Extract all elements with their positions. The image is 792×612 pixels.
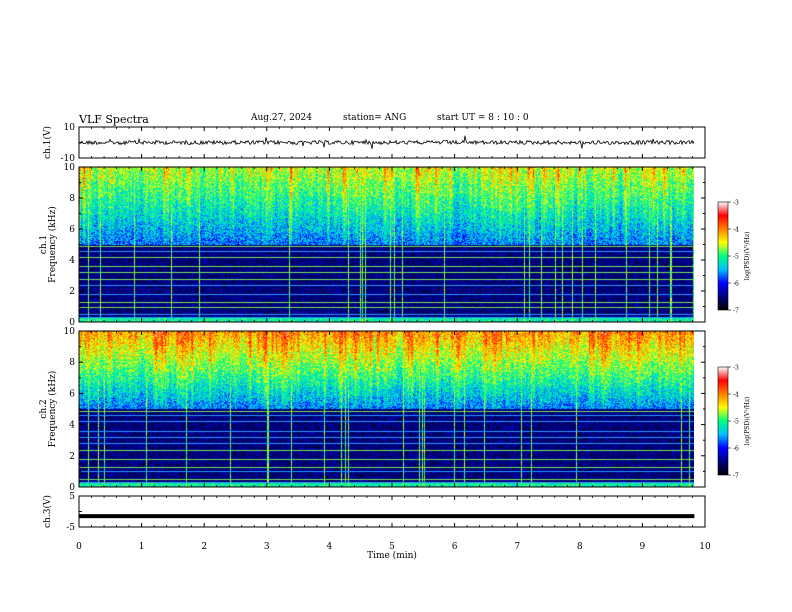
ch1-waveform-ylabel: ch.1(V) (42, 126, 53, 159)
time-tick-label: 5 (389, 542, 395, 552)
ch2-colorbar-tick-label: -7 (733, 473, 739, 480)
ch2-spectrogram-ylabel: Frequency (kHz) (47, 371, 58, 448)
ch2-colorbar-tick-label: -3 (733, 365, 739, 372)
ch1-colorbar-tick-label: -3 (733, 200, 739, 207)
ch1-spectrogram-ytick-label: 2 (69, 287, 75, 297)
ch2-spectrogram-ylabel: ch.2 (39, 399, 49, 418)
ch2-spectrogram-ytick-label: 0 (69, 483, 75, 493)
ch1-colorbar-tick-label: -5 (733, 254, 739, 261)
ch1-spectrogram-ylabel: Frequency (kHz) (47, 206, 58, 283)
ch2-colorbar: -3 -4 -5 -6 -7 log(PSD)(V²/Hz) (717, 365, 751, 480)
ch1-spectrogram-ytick-label: 6 (69, 225, 75, 235)
ch2-colorbar-tick-label: -5 (733, 419, 739, 426)
ch1-colorbar-bar (717, 201, 729, 311)
time-axis: 0 1 2 3 4 5 6 7 8 9 10 Time (min) (76, 542, 711, 561)
ch2-spectrogram-ytick-label: 4 (69, 421, 75, 431)
ch1-spectrogram-ytick-label: 0 (69, 318, 75, 328)
time-tick-label: 4 (327, 542, 333, 552)
time-tick-label: 0 (76, 542, 82, 552)
ch1-colorbar: -3 -4 -5 -6 -7 log(PSD)(V²/Hz) (717, 200, 751, 315)
ch2-spectrogram-ytick-label: 10 (64, 327, 76, 337)
time-tick-label: 10 (699, 542, 711, 552)
ch1-colorbar-label: log(PSD)(V²/Hz) (744, 232, 751, 281)
ch1-waveform-ytick-label: 10 (64, 123, 76, 133)
time-tick-label: 3 (264, 542, 270, 552)
date-label: Aug.27, 2024 (251, 113, 312, 123)
ch1-spectrogram-ytick-label: 4 (69, 256, 75, 266)
ch1-waveform-trace (78, 135, 695, 149)
ch1-waveform-ytick-label: -10 (61, 154, 76, 164)
ch1-spectrogram-heatmap (79, 167, 694, 322)
start-time-label: start UT = 8 : 10 : 0 (437, 113, 529, 123)
time-tick-label: 8 (577, 542, 583, 552)
ch3-waveform-ylabel: ch.3(V) (42, 495, 53, 528)
ch2-spectrogram-ytick-label: 8 (69, 358, 75, 368)
ch3-waveform-panel: 5 -5 ch.3(V) (42, 492, 706, 533)
ch1-colorbar-tick-label: -4 (733, 227, 739, 234)
ch2-spectrogram-heatmap (79, 331, 694, 487)
time-tick-label: 7 (514, 542, 520, 552)
time-tick-label: 9 (640, 542, 646, 552)
ch3-waveform-ytick-label: 5 (69, 492, 75, 502)
ch1-colorbar-tick-label: -6 (733, 281, 739, 288)
time-tick-label: 1 (139, 542, 145, 552)
ch1-spectrogram-ylabel: ch.1 (39, 235, 49, 254)
ch1-spectrogram-ytick-label: 10 (64, 163, 76, 173)
figure-title: VLF Spectra (79, 113, 149, 126)
ch1-spectrogram-ytick-label: 8 (69, 194, 75, 204)
time-axis-label: Time (min) (367, 550, 417, 561)
ch3-waveform-frame (78, 495, 706, 528)
ch2-spectrogram-panel: 0 2 4 6 8 10 ch.2 Frequency (kHz) (39, 327, 706, 493)
ch2-spectrogram-ytick-label: 6 (69, 389, 75, 399)
station-label: station= ANG (343, 113, 407, 123)
ch3-waveform-ytick-label: -5 (66, 523, 75, 533)
ch3-waveform-trace (79, 514, 695, 519)
ch2-colorbar-tick-label: -6 (733, 446, 739, 453)
ch2-colorbar-bar (717, 366, 729, 476)
time-tick-label: 2 (201, 542, 207, 552)
ch2-colorbar-label: log(PSD)(V²/Hz) (744, 397, 751, 446)
ch1-colorbar-tick-label: -7 (733, 308, 739, 315)
ch1-spectrogram-panel: 0 2 4 6 8 10 ch.1 Frequency (kHz) (39, 163, 706, 328)
ch2-colorbar-tick-label: -4 (733, 392, 739, 399)
ch1-waveform-panel: 10 -10 ch.1(V) (42, 123, 706, 164)
time-tick-label: 6 (452, 542, 458, 552)
ch2-spectrogram-ytick-label: 2 (69, 452, 75, 462)
